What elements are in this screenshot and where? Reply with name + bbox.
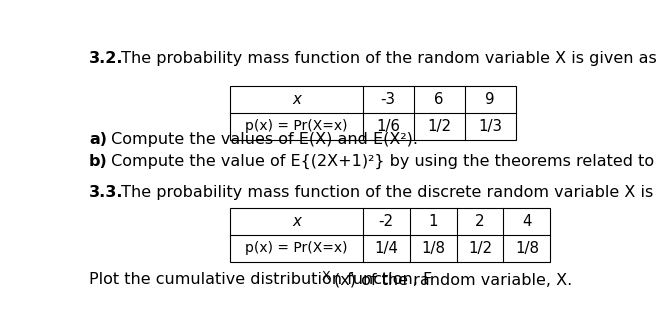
Text: Plot the cumulative distribution function, F: Plot the cumulative distribution functio… bbox=[89, 272, 432, 287]
Text: 1/2: 1/2 bbox=[468, 241, 492, 256]
Text: 1/8: 1/8 bbox=[421, 241, 445, 256]
Text: 1/4: 1/4 bbox=[374, 241, 398, 256]
Text: (x) of the random variable, X.: (x) of the random variable, X. bbox=[334, 272, 572, 287]
Text: X: X bbox=[321, 270, 330, 283]
Text: x: x bbox=[292, 214, 301, 229]
Text: Compute the values of E(X) and E(X²).: Compute the values of E(X) and E(X²). bbox=[106, 132, 418, 147]
Bar bbox=[230, 208, 550, 262]
Bar bbox=[230, 86, 516, 140]
Text: 3.3.: 3.3. bbox=[89, 185, 124, 200]
Text: The probability mass function of the discrete random variable X is given as foll: The probability mass function of the dis… bbox=[116, 185, 658, 200]
Text: 1/8: 1/8 bbox=[515, 241, 539, 256]
Text: Compute the value of E{(2X+1)²} by using the theorems related to the expected va: Compute the value of E{(2X+1)²} by using… bbox=[106, 154, 658, 169]
Text: The probability mass function of the random variable X is given as follows.: The probability mass function of the ran… bbox=[116, 52, 658, 67]
Text: 1/2: 1/2 bbox=[427, 119, 451, 134]
Text: 1/6: 1/6 bbox=[376, 119, 400, 134]
Text: -3: -3 bbox=[381, 92, 395, 107]
Text: 1/3: 1/3 bbox=[478, 119, 502, 134]
Text: x: x bbox=[292, 92, 301, 107]
Text: 6: 6 bbox=[434, 92, 444, 107]
Text: p(x) = Pr(X=x): p(x) = Pr(X=x) bbox=[245, 241, 347, 255]
Text: 2: 2 bbox=[475, 214, 485, 229]
Text: b): b) bbox=[89, 154, 108, 169]
Text: 1: 1 bbox=[428, 214, 438, 229]
Text: 9: 9 bbox=[486, 92, 495, 107]
Text: p(x) = Pr(X=x): p(x) = Pr(X=x) bbox=[245, 120, 347, 134]
Text: 3.2.: 3.2. bbox=[89, 52, 124, 67]
Text: a): a) bbox=[89, 132, 107, 147]
Text: -2: -2 bbox=[378, 214, 393, 229]
Text: 4: 4 bbox=[522, 214, 532, 229]
